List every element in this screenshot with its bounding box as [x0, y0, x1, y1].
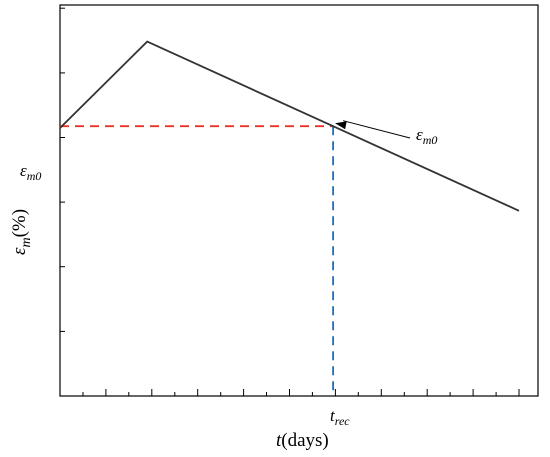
plot-frame — [59, 4, 539, 397]
x-marker-label: trec — [330, 406, 350, 428]
x-axis-ticks — [82, 389, 520, 396]
series-line — [59, 40, 520, 212]
y-marker-label: εm0 — [20, 161, 41, 183]
y-axis-label: εm(%) — [9, 209, 34, 255]
annotation-label: εm0 — [416, 125, 437, 147]
x-axis-label: t(days) — [276, 430, 329, 451]
annotation-arrow — [335, 120, 411, 139]
y-axis-ticks — [60, 7, 65, 332]
annotation-arrow-head — [335, 121, 347, 130]
annotation-arrow-line — [342, 120, 411, 139]
